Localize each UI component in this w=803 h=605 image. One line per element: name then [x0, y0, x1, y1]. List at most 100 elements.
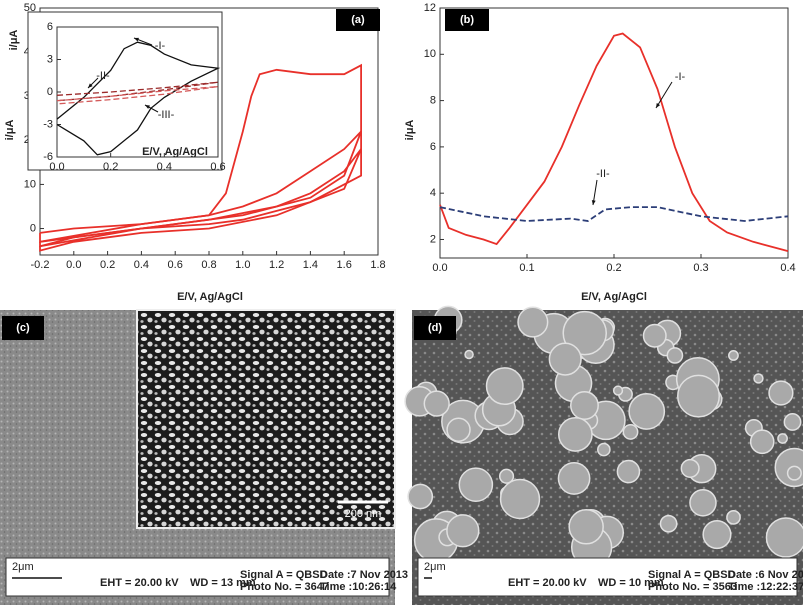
panel-label-box	[414, 316, 456, 340]
annotation: -II-	[596, 168, 610, 180]
y-axis-label: i/μA	[404, 120, 416, 141]
series-line	[39, 148, 362, 252]
inset-scale-label: 200 nm	[345, 508, 382, 520]
x-tick-label: 0.2	[606, 262, 621, 274]
surface-island	[464, 349, 474, 360]
x-tick-label: 0.1	[519, 262, 534, 274]
y-tick-label: 12	[424, 2, 436, 14]
info-text: Time :12:22:37	[728, 581, 803, 593]
surface-island	[458, 467, 494, 503]
info-text: WD = 13 mm	[190, 577, 256, 589]
surface-island	[622, 424, 639, 440]
y-tick-label: 8	[430, 94, 436, 106]
info-text: WD = 10 mm	[598, 577, 664, 589]
panel-label: (a)	[351, 14, 365, 26]
info-text: EHT = 20.00 kV	[100, 577, 179, 589]
surface-island	[768, 380, 794, 406]
surface-island	[569, 391, 599, 420]
info-text: EHT = 20.00 kV	[508, 577, 587, 589]
x-axis-label: E/V, Ag/AgCl	[177, 291, 243, 303]
x-tick-label: 0.6	[168, 259, 183, 271]
info-text: Signal A = QBSD	[648, 569, 736, 581]
surface-island	[753, 373, 764, 384]
annotation: -I-	[675, 71, 686, 83]
surface-island	[548, 342, 582, 376]
arrow-head	[591, 200, 596, 205]
series-line	[56, 41, 221, 156]
surface-island	[689, 488, 717, 517]
panel-label: (b)	[460, 14, 474, 26]
surface-island	[749, 429, 775, 455]
surface-island	[557, 417, 593, 452]
series-line	[439, 32, 789, 252]
y-axis-label: i/μA	[4, 120, 16, 141]
panel-label-box	[336, 9, 380, 31]
chart: 0.0 0.1 0.2 0.3 0.4 2 4 6 8 10 12 E/V, Ag/AgCl i/μA (…	[404, 2, 796, 303]
info-bar	[417, 557, 798, 597]
y-tick-label: 6	[430, 141, 436, 153]
x-tick-label: 1.8	[370, 259, 385, 271]
y-tick-label: -6	[43, 151, 53, 163]
x-tick-label: 0.0	[432, 262, 447, 274]
surface-island	[726, 510, 741, 525]
surface-island	[446, 417, 471, 442]
scale-label: 2μm	[12, 561, 34, 573]
annotation: -II-	[96, 70, 110, 82]
annotation-arrow	[655, 81, 673, 109]
arrow-head	[656, 103, 661, 108]
x-tick-label: 1.0	[235, 259, 250, 271]
arrow-head	[88, 83, 93, 88]
y-tick-label: 6	[47, 21, 53, 33]
annotation: -I-	[155, 40, 166, 52]
surface-island	[562, 310, 607, 356]
info-text: Date :6 Nov 2013	[728, 569, 803, 581]
surface-island	[642, 323, 667, 348]
surface-island	[568, 509, 604, 545]
surface-island	[423, 390, 450, 417]
x-tick-label: 0.0	[66, 259, 81, 271]
micrograph: 200 nm (c) 2μm EHT = 20.00 kV WD = 13 mmSign…	[0, 309, 408, 605]
y-tick-label: 50	[24, 2, 36, 14]
surface-island	[628, 393, 666, 430]
surface-island	[765, 517, 803, 558]
surface-island	[677, 374, 721, 418]
surface-island	[702, 519, 732, 550]
x-axis-label: E/V, Ag/AgCl	[581, 291, 647, 303]
x-tick-label: 0.8	[201, 259, 216, 271]
panel-label: (d)	[428, 322, 442, 334]
info-text: Signal A = QBSD	[240, 569, 328, 581]
sem-inset	[136, 309, 396, 529]
info-text: Photo No. = 3563	[648, 581, 737, 593]
y-tick-label: 3	[47, 53, 53, 65]
surface-island	[499, 478, 541, 520]
info-bar	[5, 557, 390, 597]
series-line	[39, 130, 362, 248]
arrow-head	[145, 105, 150, 109]
y-tick-label: 4	[430, 187, 436, 199]
y-tick-label: -3	[43, 118, 53, 130]
series-line	[39, 63, 362, 243]
x-tick-label: 0.0	[49, 161, 64, 173]
y-tick-label: 10	[424, 48, 436, 60]
x-tick-label: 0.3	[693, 262, 708, 274]
info-text: Date :7 Nov 2013	[320, 569, 408, 581]
surface-island	[612, 385, 624, 396]
y-tick-label: 0	[47, 86, 53, 98]
x-tick-label: 1.4	[303, 259, 318, 271]
surface-island	[783, 413, 802, 431]
surface-island	[498, 468, 515, 484]
surface-island	[597, 442, 611, 457]
info-text: Photo No. = 3647	[240, 581, 329, 593]
x-tick-label: -0.2	[31, 259, 50, 271]
x-axis-label: E/V, Ag/AgCl	[142, 146, 208, 158]
arrow-head	[134, 37, 139, 42]
surface-island	[728, 350, 739, 361]
panel-label-box	[2, 316, 44, 340]
surface-island	[659, 514, 678, 533]
y-axis-label: i/μA	[8, 30, 20, 51]
chart: -0.20.00.20.40.60.81.01.21.41.61.8010203…	[4, 2, 386, 303]
panel-label-box	[445, 9, 489, 31]
surface-island	[616, 459, 641, 484]
scale-label: 2μm	[424, 561, 446, 573]
